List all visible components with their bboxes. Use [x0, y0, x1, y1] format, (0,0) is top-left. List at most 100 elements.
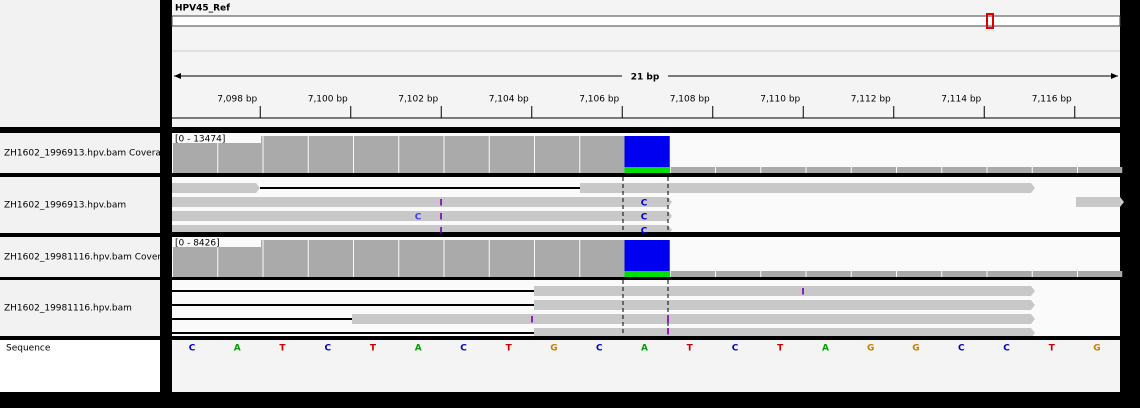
- read-mark: I: [439, 227, 442, 237]
- base: T: [777, 344, 784, 354]
- name-panel: [0, 177, 160, 233]
- coverage-bar: [806, 167, 851, 173]
- coverage-bar: [354, 240, 399, 277]
- track-name: ZH1602_19981116.hpv.bam Coverage: [4, 253, 178, 263]
- name-panel: [0, 237, 160, 277]
- read-mark: C: [641, 199, 648, 209]
- read-mark: C: [641, 213, 648, 223]
- name-panel: [0, 133, 160, 173]
- base: C: [958, 344, 965, 354]
- read-mark: C: [641, 227, 648, 237]
- base: G: [1093, 344, 1100, 354]
- base: G: [550, 344, 557, 354]
- base: T: [279, 344, 286, 354]
- coverage-bar: [308, 240, 353, 277]
- coverage-bar: [716, 271, 761, 277]
- base: T: [1049, 344, 1056, 354]
- base: G: [867, 344, 874, 354]
- read-mark: I: [439, 213, 442, 223]
- base: A: [234, 344, 241, 354]
- base: C: [189, 344, 196, 354]
- coverage-bar: [761, 167, 806, 173]
- coverage-bar: [851, 271, 896, 277]
- read: [172, 197, 672, 207]
- track-name: ZH1602_19981116.hpv.bam: [4, 304, 132, 314]
- base: T: [370, 344, 377, 354]
- ruler-label: 7,110 bp: [760, 95, 800, 105]
- base: C: [732, 344, 739, 354]
- ruler-label: 7,112 bp: [851, 95, 891, 105]
- coverage-bar: [942, 271, 987, 277]
- name-panel: [0, 280, 160, 336]
- range-bg: [173, 134, 261, 143]
- read: [172, 211, 672, 221]
- track-name: ZH1602_1996913.hpv.bam Coverage: [4, 149, 173, 159]
- coverage-bar: [399, 136, 444, 173]
- base: C: [324, 344, 331, 354]
- coverage-bar: [444, 136, 489, 173]
- coverage-bar-mismatch: [624, 167, 670, 173]
- sequence-label: Sequence: [6, 344, 51, 354]
- span-label-bg: [622, 69, 668, 83]
- read-mark: I: [439, 199, 442, 209]
- coverage-bar: [851, 167, 896, 173]
- coverage-bar: [761, 271, 806, 277]
- coverage-bar: [670, 271, 715, 277]
- coverage-bar: [624, 240, 670, 277]
- coverage-bar: [580, 136, 625, 173]
- coverage-bar: [308, 136, 353, 173]
- read: [534, 300, 1035, 310]
- base: A: [415, 344, 422, 354]
- read: [580, 183, 1035, 193]
- name-panel-header: [0, 0, 160, 127]
- base: C: [1003, 344, 1010, 354]
- coverage-bar-mismatch: [624, 271, 670, 277]
- coverage-bar: [263, 240, 308, 277]
- name-panel: [0, 340, 160, 392]
- read: [534, 328, 1035, 338]
- coverage-bar: [897, 271, 942, 277]
- coverage-bar: [1032, 167, 1077, 173]
- base: G: [912, 344, 919, 354]
- strand-arrow: [1126, 338, 1138, 348]
- coverage-bar: [1032, 271, 1077, 277]
- track-range: [0 - 8426]: [175, 239, 220, 249]
- coverage-bar: [489, 136, 534, 173]
- coverage-bar: [670, 167, 715, 173]
- read-mark: I: [666, 316, 669, 326]
- read: [534, 286, 1035, 296]
- read: [172, 183, 260, 193]
- base: T: [687, 344, 694, 354]
- base: A: [641, 344, 648, 354]
- read-mark: I: [801, 288, 804, 298]
- track-name: ZH1602_1996913.hpv.bam: [4, 201, 126, 211]
- coverage-bar: [535, 136, 580, 173]
- clip: [172, 232, 1120, 237]
- coverage-bar: [1078, 167, 1123, 173]
- ruler-label: 7,114 bp: [941, 95, 981, 105]
- read: [352, 314, 1035, 324]
- coverage-bar: [624, 136, 670, 173]
- ruler-label: 7,102 bp: [398, 95, 438, 105]
- coverage-bar: [942, 167, 987, 173]
- range-bg: [173, 238, 261, 247]
- coverage-bar: [263, 136, 308, 173]
- reference-name: HPV45_Ref: [175, 4, 230, 14]
- coverage-bar: [535, 240, 580, 277]
- coverage-bar: [580, 240, 625, 277]
- coverage-bar: [399, 240, 444, 277]
- coverage-bar: [1078, 271, 1123, 277]
- ruler-label: 7,098 bp: [217, 95, 257, 105]
- coverage-bar: [354, 136, 399, 173]
- base: C: [596, 344, 603, 354]
- clip: [172, 336, 1120, 340]
- ideogram-window: [986, 13, 994, 29]
- coverage-bar: [806, 271, 851, 277]
- base: C: [460, 344, 467, 354]
- coverage-bar: [987, 271, 1032, 277]
- ruler-label: 7,108 bp: [670, 95, 710, 105]
- ruler-label: 7,100 bp: [308, 95, 348, 105]
- track-range: [0 - 13474]: [175, 135, 225, 145]
- coverage-bar: [897, 167, 942, 173]
- ideogram: [171, 15, 1121, 27]
